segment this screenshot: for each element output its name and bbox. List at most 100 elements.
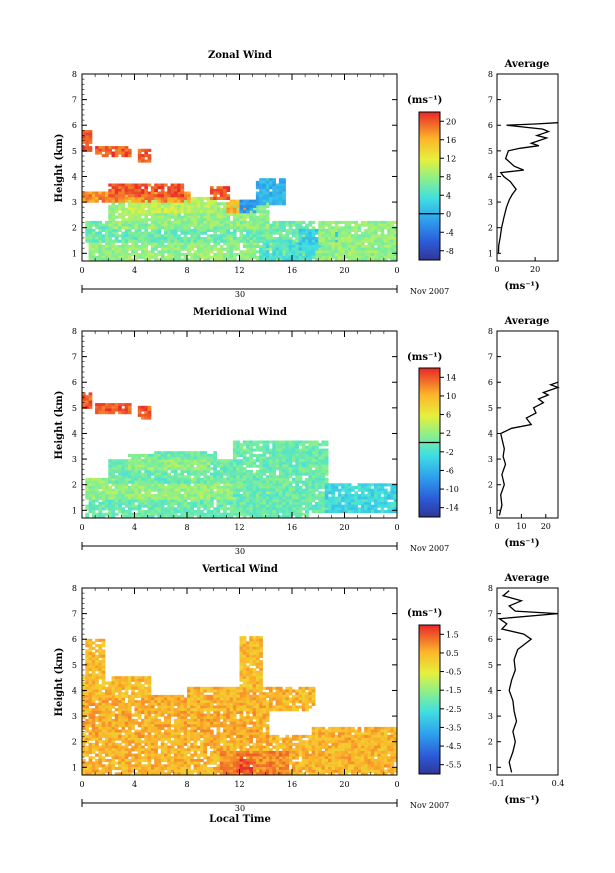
heatmap-cell xyxy=(262,496,267,500)
heatmap-cell xyxy=(127,245,132,249)
heatmap-cell xyxy=(127,231,132,235)
heatmap-cell xyxy=(111,250,116,254)
heatmap-cell xyxy=(147,491,152,495)
heatmap-cell xyxy=(154,220,158,224)
heatmap-cell xyxy=(137,507,142,511)
heatmap-cell xyxy=(357,234,362,238)
heatmap-cell xyxy=(246,215,250,219)
heatmap-cell xyxy=(170,191,175,195)
heatmap-cell xyxy=(121,510,126,514)
heatmap-cell xyxy=(265,212,270,216)
heatmap-cell xyxy=(187,196,191,200)
heatmap-cell xyxy=(262,194,267,198)
heatmap-cell xyxy=(219,212,224,216)
heatmap-cell xyxy=(246,477,250,481)
heatmap-cell xyxy=(269,226,273,230)
heatmap-cell xyxy=(196,247,201,251)
heatmap-cell xyxy=(88,485,93,489)
heatmap-cell xyxy=(167,228,171,232)
heatmap-cell xyxy=(187,223,191,227)
heatmap-cell xyxy=(292,477,296,481)
heatmap-cell xyxy=(367,228,372,232)
heatmap-cell xyxy=(131,239,135,243)
heatmap-cell xyxy=(354,239,358,243)
heatmap-cell xyxy=(127,255,132,259)
heatmap-cell xyxy=(134,231,139,235)
heatmap-cell xyxy=(121,245,126,249)
heatmap-cell xyxy=(246,210,250,214)
heatmap-cell xyxy=(383,226,388,230)
heatmap-cell xyxy=(121,483,126,487)
heatmap-cell xyxy=(390,234,395,238)
heatmap-cell xyxy=(347,223,352,227)
heatmap-cell xyxy=(127,207,132,211)
heatmap-cell xyxy=(114,204,119,208)
heatmap-cell xyxy=(282,515,286,519)
heatmap-cell xyxy=(108,210,112,214)
heatmap-cell xyxy=(226,483,231,487)
heatmap-cell xyxy=(137,194,142,198)
heatmap-cell xyxy=(236,218,240,222)
heatmap-cell xyxy=(203,210,208,214)
heatmap-cell xyxy=(187,451,191,455)
heatmap-cell xyxy=(157,212,162,216)
heatmap-cell xyxy=(141,250,145,254)
heatmap-cell xyxy=(210,228,214,232)
heatmap-cell xyxy=(164,223,168,227)
heatmap-cell xyxy=(131,512,135,516)
heatmap-cell xyxy=(282,469,286,473)
heatmap-cell xyxy=(177,485,181,489)
heatmap-cell xyxy=(137,207,142,211)
heatmap-cell xyxy=(216,212,221,216)
heatmap-cell xyxy=(118,496,122,500)
heatmap-cell xyxy=(101,494,106,498)
heatmap-cell xyxy=(262,483,267,487)
heatmap-cell xyxy=(301,231,306,235)
heatmap-cell xyxy=(157,496,162,500)
heatmap-cell xyxy=(295,220,299,224)
heatmap-cell xyxy=(180,183,185,187)
heatmap-cell xyxy=(108,496,112,500)
heatmap-cell xyxy=(229,226,234,230)
heatmap-cell xyxy=(272,467,276,471)
heatmap-cell xyxy=(134,194,139,198)
heatmap-cell xyxy=(111,488,116,492)
heatmap-cell xyxy=(91,237,96,241)
heatmap-cell xyxy=(216,253,221,257)
heatmap-cell xyxy=(265,459,270,463)
heatmap-cell xyxy=(236,477,240,481)
heatmap-cell xyxy=(383,242,388,246)
heatmap-cell xyxy=(269,485,273,489)
heatmap-cell xyxy=(249,212,253,216)
heatmap-cell xyxy=(131,491,135,495)
heatmap-cell xyxy=(324,255,329,259)
heatmap-cell xyxy=(121,223,126,227)
heatmap-cell xyxy=(114,499,119,503)
heatmap-cell xyxy=(242,207,247,211)
heatmap-cell xyxy=(167,237,171,241)
heatmap-cell xyxy=(114,231,119,235)
heatmap-cell xyxy=(154,255,158,259)
heatmap-cell xyxy=(292,234,296,238)
heatmap-cell xyxy=(255,183,260,187)
heatmap-cell xyxy=(262,443,267,447)
heatmap-cell xyxy=(121,502,126,506)
heatmap-cell xyxy=(124,188,129,192)
heatmap-cell xyxy=(150,188,155,192)
heatmap-cell xyxy=(203,255,208,259)
heatmap-cell xyxy=(318,250,322,254)
heatmap-cell xyxy=(108,258,112,262)
heatmap-cell xyxy=(275,231,280,235)
heatmap-cell xyxy=(259,494,263,498)
heatmap-cell xyxy=(219,512,224,516)
heatmap-cell xyxy=(265,258,270,262)
heatmap-cell xyxy=(127,186,132,190)
heatmap-cell xyxy=(118,151,122,155)
heatmap-cell xyxy=(150,250,155,254)
heatmap-cell xyxy=(193,199,198,203)
heatmap-cell xyxy=(144,202,148,206)
heatmap-cell xyxy=(242,215,247,219)
heatmap-cell xyxy=(380,258,385,262)
colorbar xyxy=(418,111,441,261)
